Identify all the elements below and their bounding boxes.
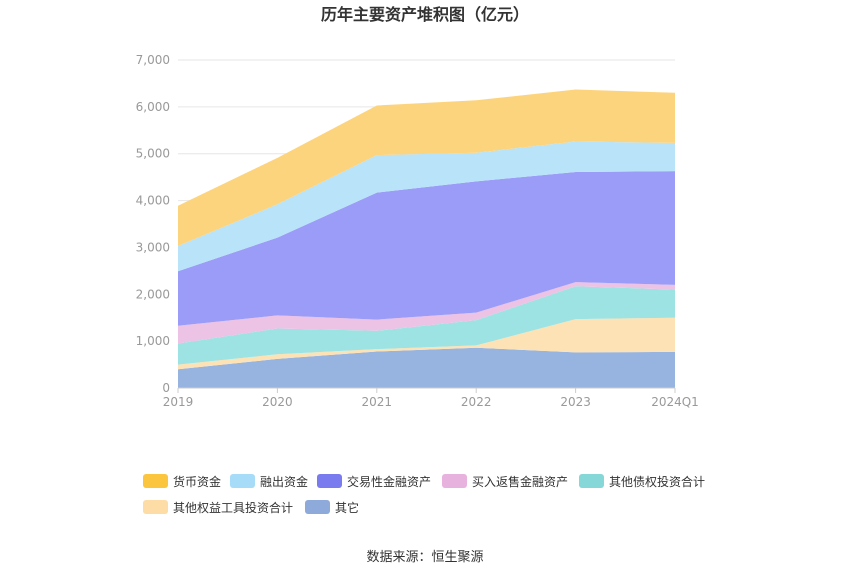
legend-swatch bbox=[230, 474, 255, 488]
legend-swatch bbox=[143, 500, 168, 514]
legend-swatch bbox=[442, 474, 467, 488]
y-tick-label: 5,000 bbox=[136, 147, 170, 161]
legend-swatch bbox=[579, 474, 604, 488]
y-tick-label: 6,000 bbox=[136, 100, 170, 114]
data-source-label: 数据来源：恒生聚源 bbox=[366, 550, 484, 565]
y-tick-label: 2,000 bbox=[136, 287, 170, 301]
x-tick-label: 2022 bbox=[461, 395, 492, 409]
y-tick-label: 1,000 bbox=[136, 334, 170, 348]
legend-item[interactable]: 其他权益工具投资合计 bbox=[143, 498, 293, 516]
legend-swatch bbox=[143, 474, 168, 488]
legend-item[interactable]: 买入返售金融资产 bbox=[442, 472, 568, 490]
legend-label: 交易性金融资产 bbox=[347, 474, 432, 489]
legend-item[interactable]: 交易性金融资产 bbox=[317, 472, 431, 490]
y-tick-label: 4,000 bbox=[136, 194, 170, 208]
legend-label: 其他债权投资合计 bbox=[609, 474, 706, 489]
legend-label: 货币资金 bbox=[173, 474, 222, 489]
area-series-其它 bbox=[178, 347, 675, 388]
x-tick-label: 2021 bbox=[362, 395, 393, 409]
legend-label: 买入返售金融资产 bbox=[472, 474, 569, 489]
legend-swatch bbox=[305, 500, 330, 514]
x-tick-label: 2019 bbox=[163, 395, 194, 409]
area-series-交易性金融资产 bbox=[178, 171, 675, 326]
legend-label: 其它 bbox=[335, 500, 360, 515]
legend-label: 其他权益工具投资合计 bbox=[173, 500, 294, 515]
legend-swatch bbox=[317, 474, 342, 488]
y-tick-label: 3,000 bbox=[136, 240, 170, 254]
legend-item[interactable]: 其它 bbox=[305, 498, 359, 516]
area-series-其他债权投资合计 bbox=[178, 286, 675, 365]
chart-title: 历年主要资产堆积图（亿元） bbox=[321, 5, 529, 24]
x-tick-label: 2023 bbox=[560, 395, 591, 409]
area-series-货币资金 bbox=[178, 89, 675, 246]
y-tick-label: 0 bbox=[162, 381, 170, 395]
legend-item[interactable]: 融出资金 bbox=[230, 472, 308, 490]
x-tick-label: 2024Q1 bbox=[651, 395, 699, 409]
legend-label: 融出资金 bbox=[260, 474, 309, 489]
y-tick-label: 7,000 bbox=[136, 53, 170, 67]
area-series-其他权益工具投资合计 bbox=[178, 317, 675, 370]
area-series-买入返售金融资产 bbox=[178, 282, 675, 344]
legend-item[interactable]: 其他债权投资合计 bbox=[579, 472, 705, 490]
x-tick-label: 2020 bbox=[262, 395, 293, 409]
legend-item[interactable]: 货币资金 bbox=[143, 472, 221, 490]
area-series-融出资金 bbox=[178, 141, 675, 272]
